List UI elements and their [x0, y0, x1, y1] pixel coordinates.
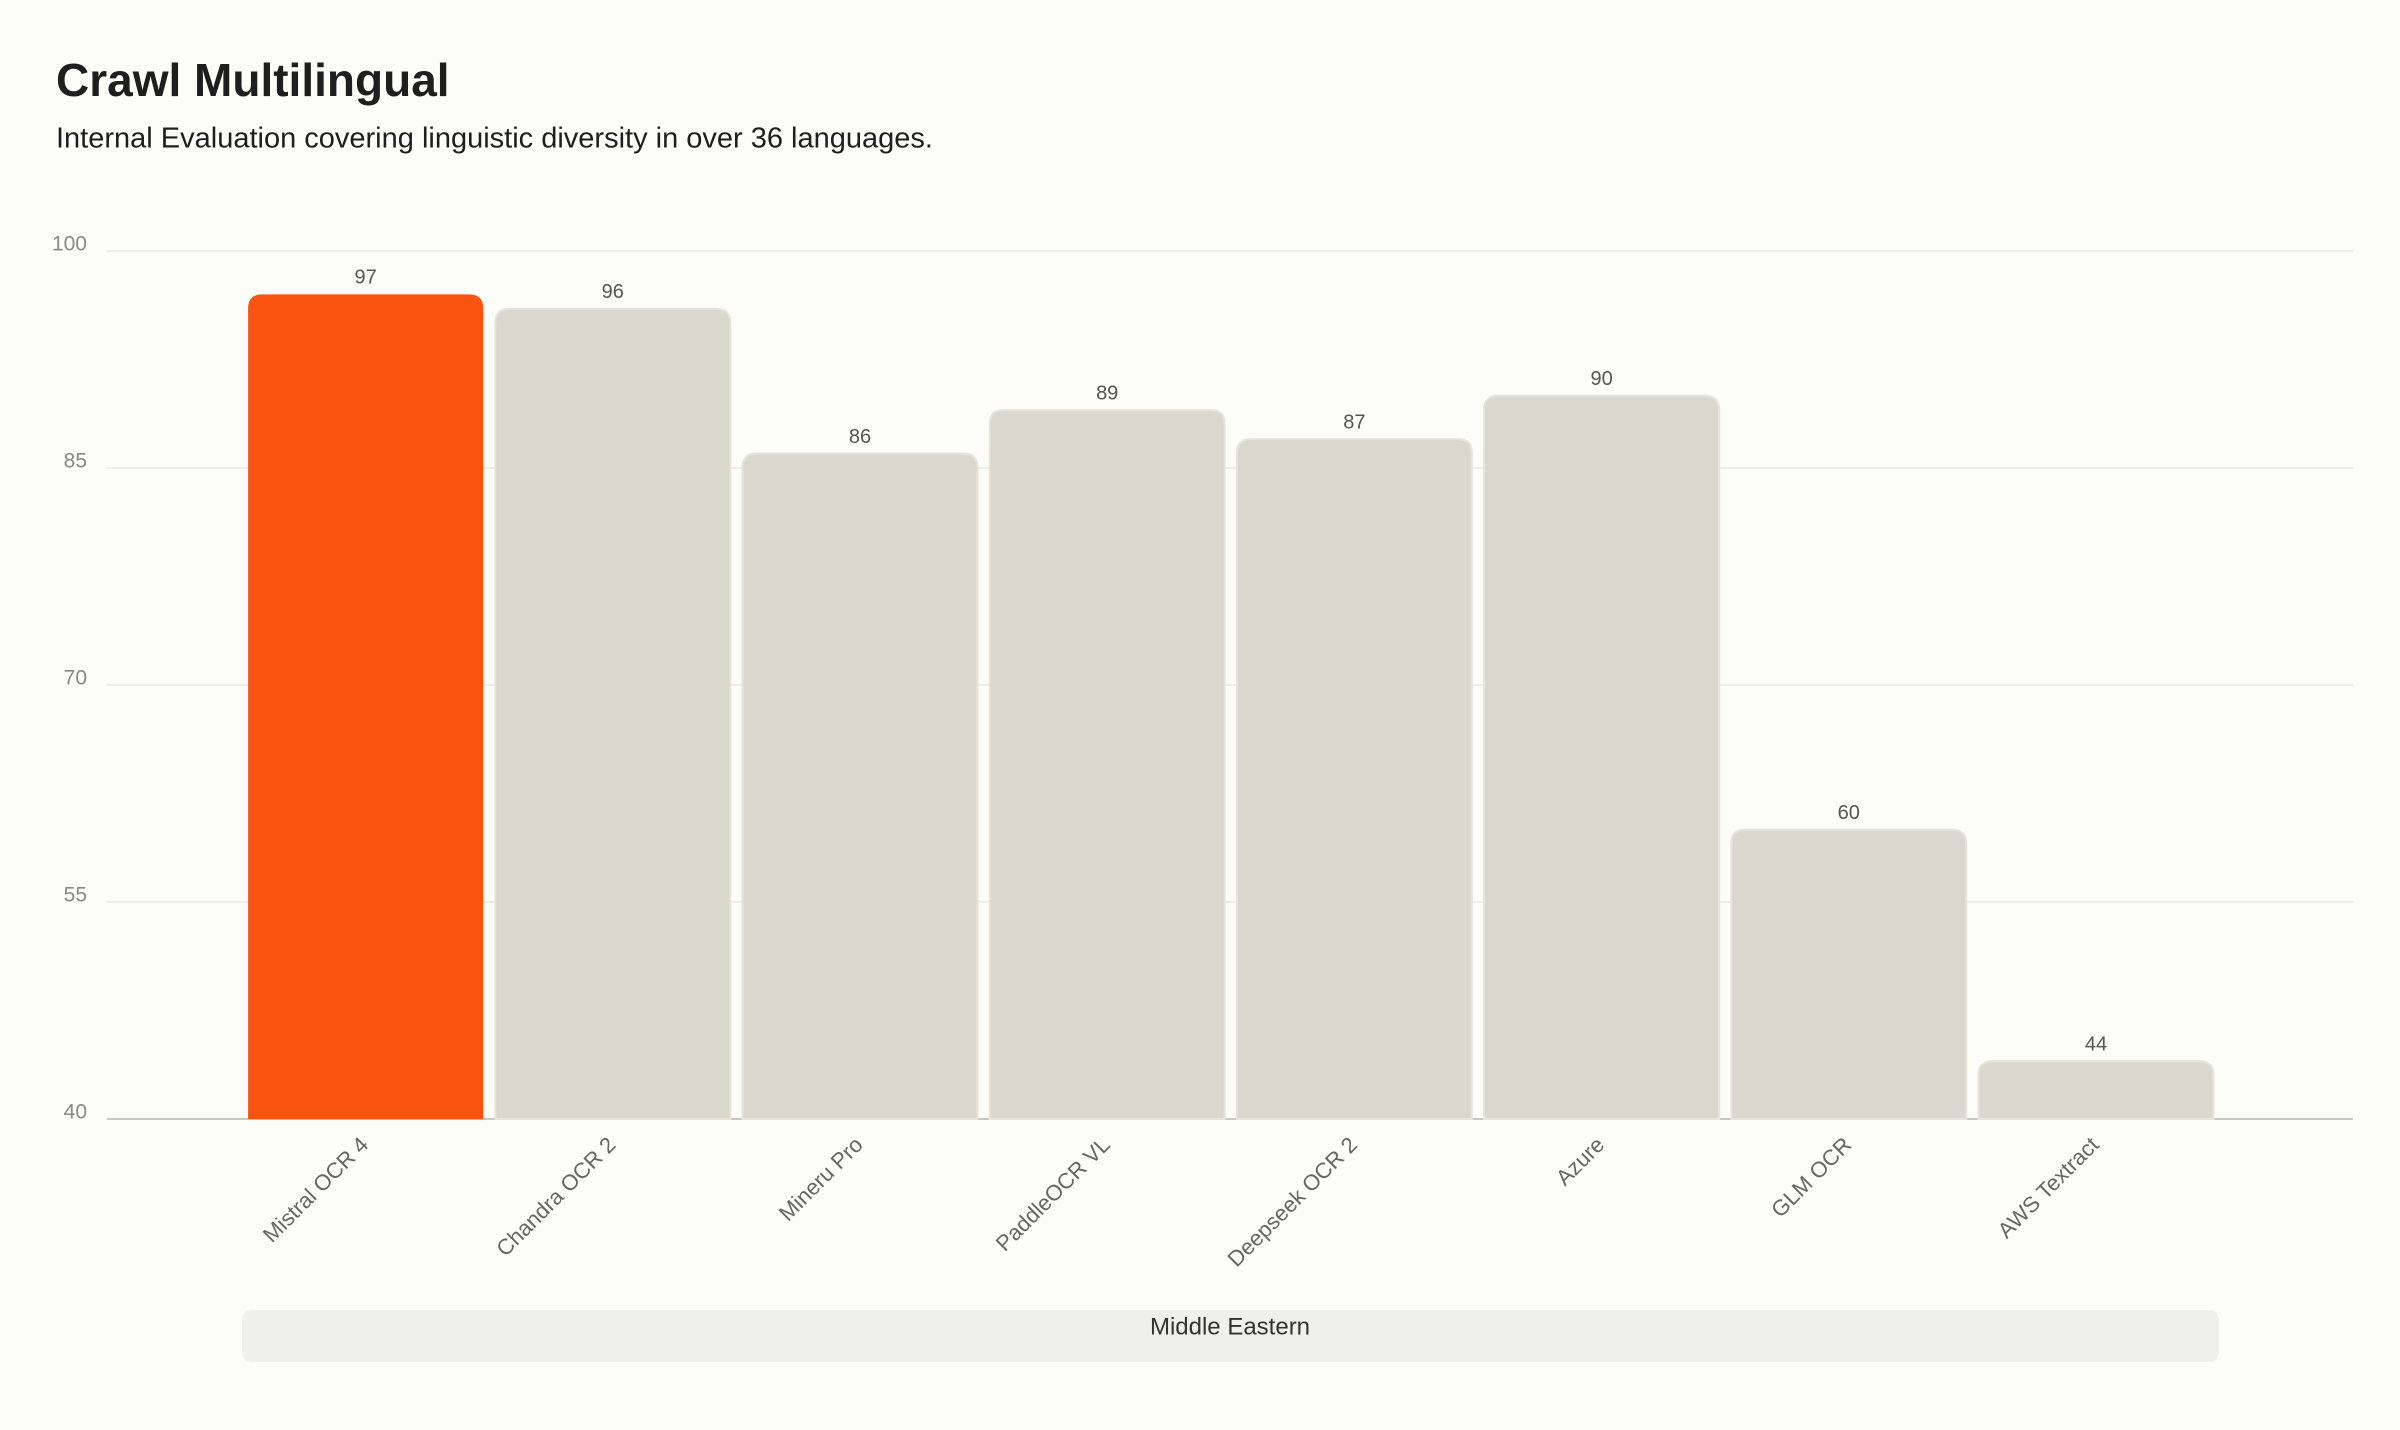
bar: [741, 452, 979, 1120]
bar: [1235, 438, 1473, 1120]
value-label: 44: [2085, 1033, 2107, 1055]
value-label: 96: [602, 281, 624, 303]
y-tick-label: 100: [52, 233, 87, 256]
y-tick-label: 70: [64, 667, 87, 690]
chart-title: Crawl Multilingual: [56, 54, 450, 106]
y-tick-label: 55: [64, 884, 87, 907]
value-label: 87: [1343, 411, 1365, 433]
group-box: [242, 1310, 2219, 1362]
bar: [1483, 394, 1721, 1120]
value-label: 86: [849, 426, 871, 448]
bar: [1730, 828, 1968, 1120]
bar: [1977, 1060, 2215, 1120]
group-label: Middle Eastern: [1150, 1313, 1310, 1340]
bar: [248, 294, 484, 1119]
value-label: 89: [1096, 382, 1118, 404]
value-label: 97: [354, 267, 376, 289]
value-label: 60: [1838, 802, 1860, 824]
value-label: 90: [1590, 368, 1612, 390]
chart-subtitle: Internal Evaluation covering linguistic …: [56, 123, 933, 155]
bar: [494, 307, 732, 1120]
bar: [988, 409, 1226, 1120]
y-tick-label: 40: [64, 1101, 87, 1124]
y-tick-label: 85: [64, 450, 87, 473]
